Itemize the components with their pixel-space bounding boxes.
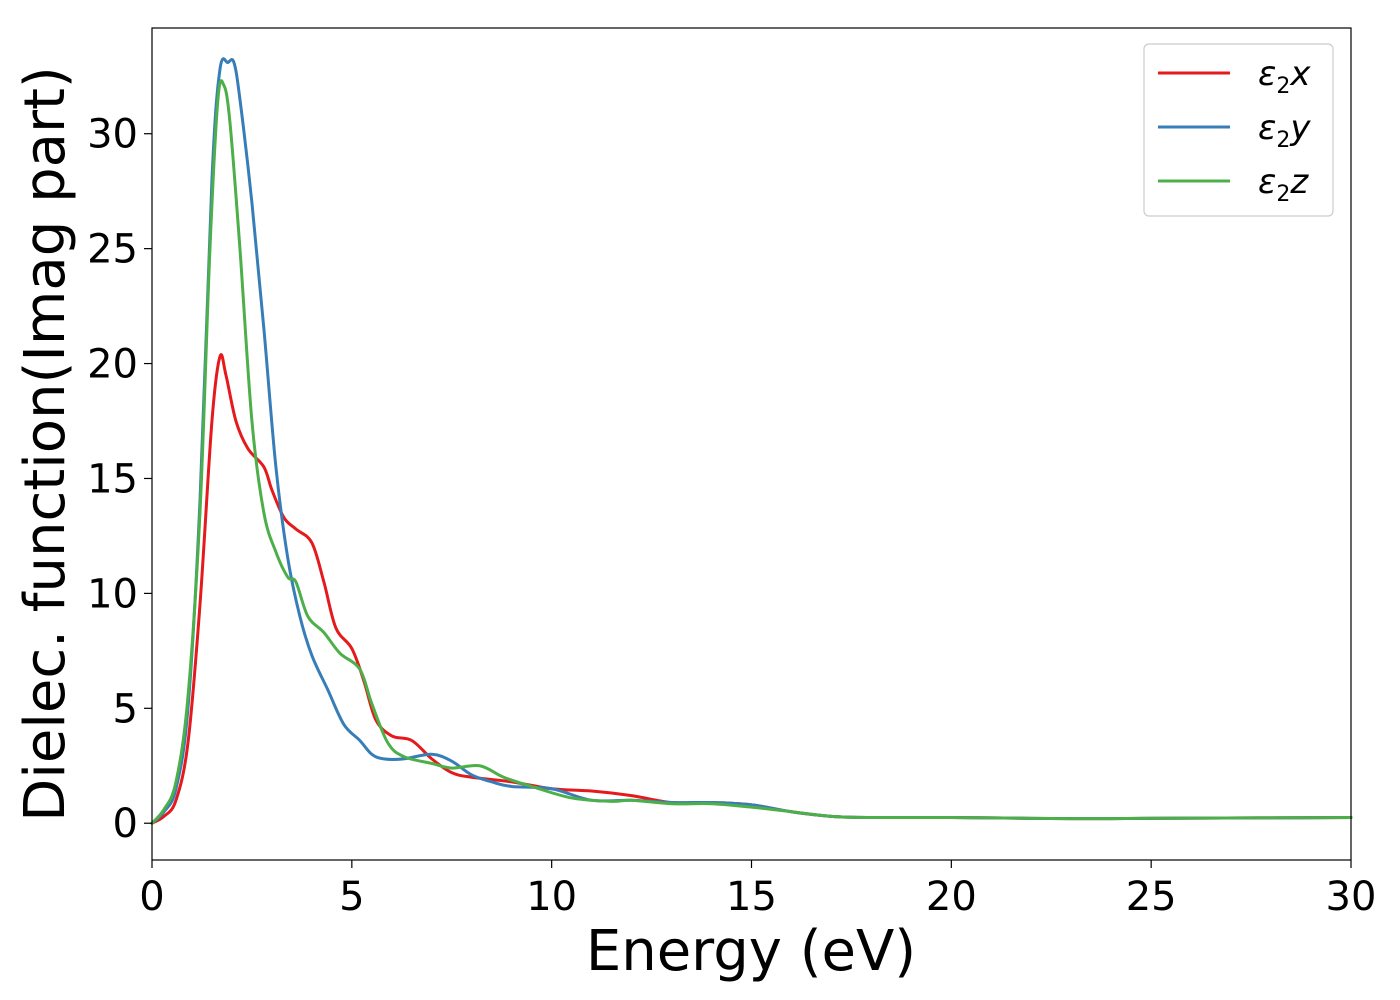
x-tick-label: 5: [339, 874, 364, 920]
x-tick-label: 0: [139, 874, 164, 920]
series-line-z: [150, 79, 1353, 825]
y-tick-label: 25: [87, 227, 138, 273]
legend-items: ε2x ε2y ε2z: [1158, 54, 1311, 207]
y-tick-label: 15: [87, 456, 138, 502]
x-tick-label: 30: [1326, 874, 1377, 920]
series-layer: [150, 57, 1353, 825]
y-tick-label: 20: [87, 342, 138, 388]
x-ticks: 0 5 10 15 20 25 30: [139, 860, 1376, 920]
legend-box: [1143, 43, 1334, 217]
legend-label-z: ε2z: [1258, 162, 1309, 207]
legend-label-y: ε2y: [1258, 108, 1311, 153]
x-tick-label: 25: [1126, 874, 1177, 920]
x-tick-label: 20: [926, 874, 977, 920]
x-tick-label: 10: [526, 874, 577, 920]
legend-label-x: ε2x: [1258, 54, 1311, 99]
y-tick-label: 10: [87, 571, 138, 617]
legend: ε2x ε2y ε2z: [1143, 43, 1334, 217]
y-tick-label: 5: [113, 686, 138, 732]
x-axis-label: Energy (eV): [586, 919, 916, 984]
y-tick-label: 0: [113, 801, 138, 847]
x-tick-label: 15: [726, 874, 777, 920]
series-line-x: [150, 353, 1353, 825]
y-axis-label: Dielec. function(Imag part): [13, 66, 78, 822]
y-ticks: 0 5 10 15 20 25 30: [87, 112, 152, 847]
y-tick-label: 30: [87, 112, 138, 158]
